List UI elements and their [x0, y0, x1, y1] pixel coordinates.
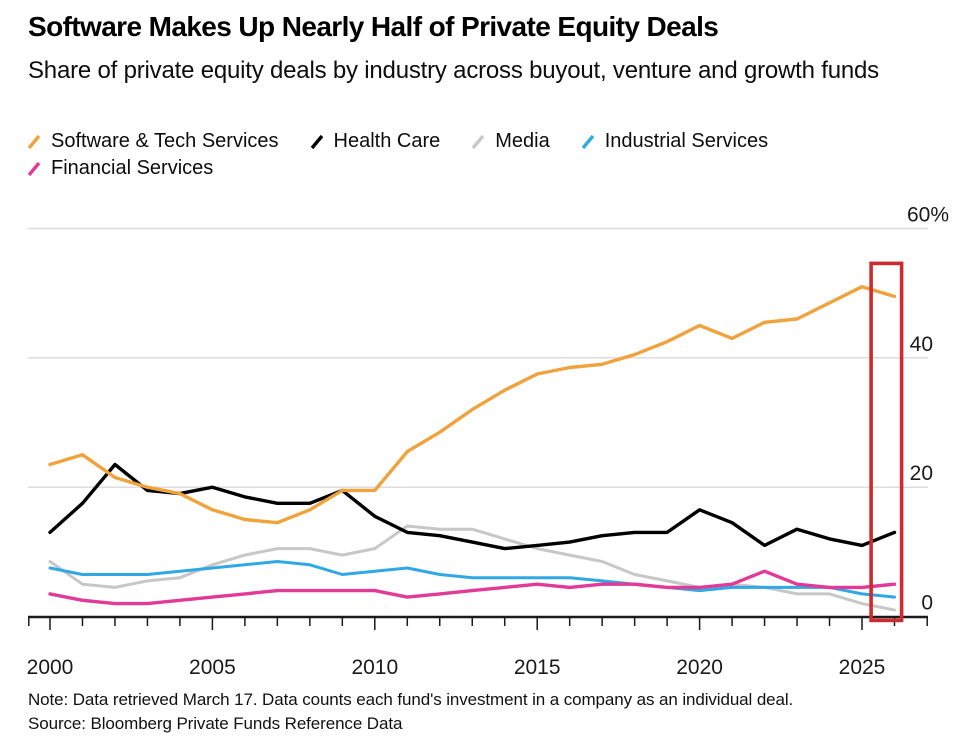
y-axis-label-20: 20	[910, 462, 933, 485]
legend-slash-stroke	[581, 134, 595, 149]
legend-item-financial-services: Financial Services	[26, 157, 213, 180]
x-axis-label-2005: 2005	[189, 656, 236, 679]
legend-slash-icon	[27, 134, 41, 149]
x-axis-label-2000: 2000	[27, 656, 74, 679]
chart-legend: Software & Tech Services Health Care Media…	[26, 130, 906, 180]
chart-title: Software Makes Up Nearly Half of Private…	[28, 11, 719, 42]
series-line-health-care	[48, 462, 897, 551]
legend-item-media: Media	[470, 130, 550, 153]
legend-label: Software & Tech Services	[51, 130, 279, 152]
chart-source: Source: Bloomberg Private Funds Referenc…	[28, 714, 403, 733]
series-line-software-tech-services	[48, 285, 897, 525]
y-axis-label-0: 0	[921, 592, 933, 615]
series-line-financial-services	[48, 569, 897, 606]
x-axis-label-2010: 2010	[351, 656, 398, 679]
legend-label: Financial Services	[51, 157, 214, 179]
series-line-industrial-services	[48, 560, 896, 599]
legend-slash-stroke	[310, 134, 323, 149]
chart-subtitle: Share of private equity deals by industr…	[28, 57, 879, 84]
chart-footer: Note: Data retrieved March 17. Data coun…	[28, 688, 793, 736]
legend-item-industrial-services: Industrial Services	[580, 130, 768, 153]
x-axis-label-2025: 2025	[839, 656, 886, 679]
x-axis-label-2020: 2020	[676, 656, 723, 679]
chart-note: Note: Data retrieved March 17. Data coun…	[28, 690, 794, 709]
legend-slash-icon	[581, 134, 595, 149]
legend-slash-stroke	[27, 161, 41, 176]
y-axis-label-40: 40	[910, 333, 933, 356]
legend-slash-stroke	[27, 134, 41, 149]
highlight-box	[869, 261, 904, 623]
legend-slash-icon	[310, 134, 323, 149]
legend-label: Industrial Services	[604, 130, 769, 152]
y-axis-label-60: 60%	[907, 203, 949, 226]
legend-slash-icon	[471, 134, 485, 149]
legend-slash-stroke	[471, 134, 485, 149]
legend-label: Health Care	[333, 130, 441, 152]
x-axis-label-2015: 2015	[514, 656, 561, 679]
legend-item-software-tech-services: Software & Tech Services	[26, 130, 279, 153]
legend-item-health-care: Health Care	[309, 130, 441, 153]
legend-slash-icon	[27, 161, 41, 176]
series-line-media	[48, 524, 896, 612]
legend-label: Media	[495, 130, 550, 152]
